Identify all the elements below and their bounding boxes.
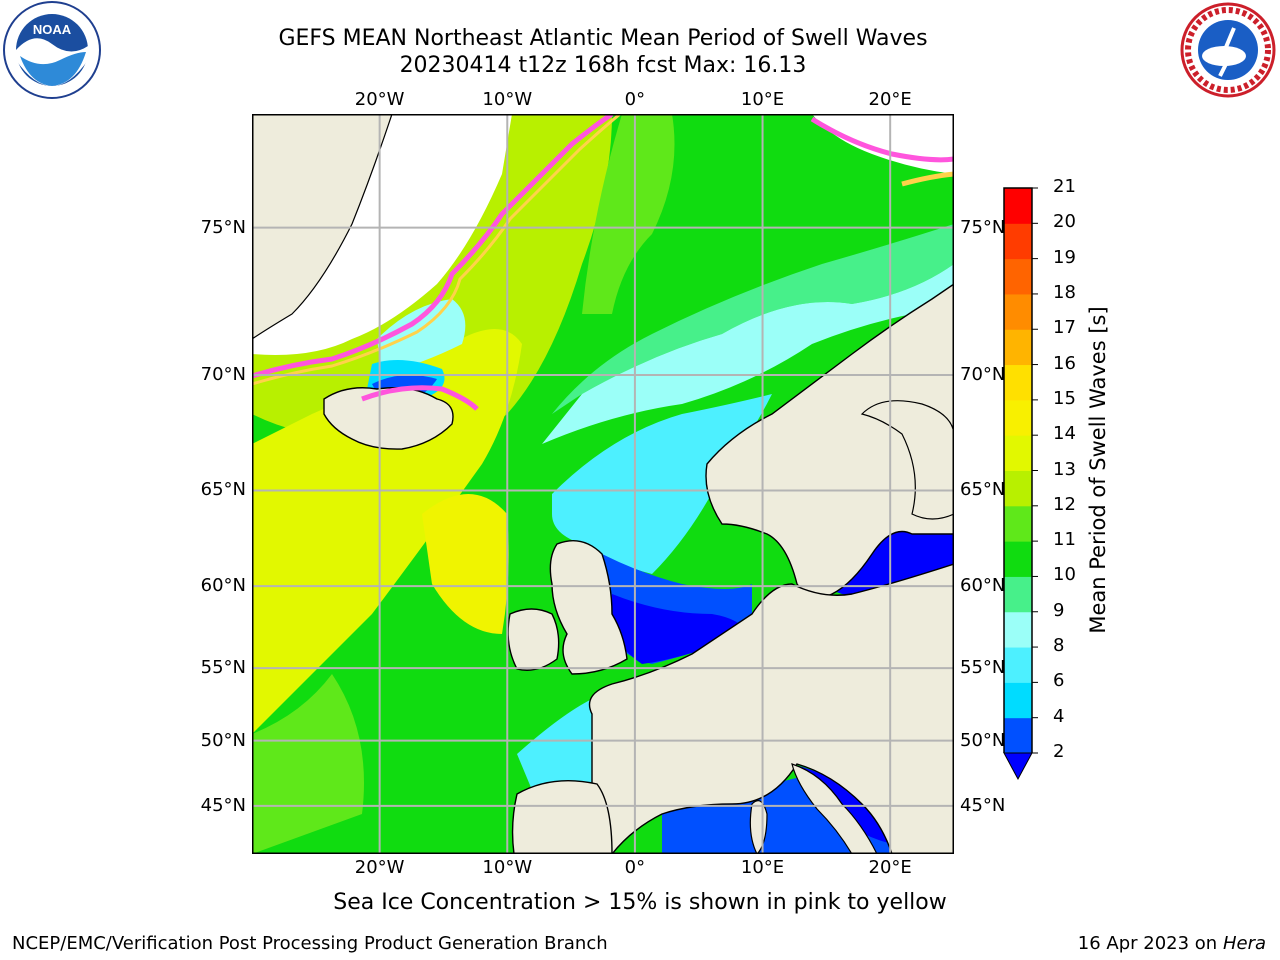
swell-band-11s-north [582,114,675,314]
colorbar-tick-label: 11 [1053,529,1076,551]
national-weather-service-logo [1178,0,1278,100]
axis-tick-label: 0° [624,89,646,110]
sea-ice-edge-iceland [361,385,479,411]
axis-tick-label: 10°E [740,857,785,878]
ireland-land [507,608,560,671]
continental-europe-land [588,563,954,854]
colorbar-tick-label: 17 [1053,317,1076,339]
colorbar-tick-label: 2 [1053,741,1065,762]
forecast-subtitle: 20230414 t12z 168h fcst Max: 16.13 [399,53,807,78]
axis-tick-label: 20°E [868,89,912,110]
colorbar-segment [1004,399,1032,436]
colorbar-segment [1004,717,1032,754]
sea-ice-edge-greenland [252,114,614,379]
colorbar-tick-label: 6 [1053,670,1065,692]
colorbar-segment [1004,364,1032,401]
colorbar-segment [1004,258,1032,295]
axis-tick-label: 45°N [960,794,1006,816]
swell-band-13s [252,329,522,734]
scandinavia-land [705,283,954,598]
axis-tick-label: 10°W [482,857,533,878]
colorbar-label: Mean Period of Swell Waves [s] [1086,306,1110,634]
colorbar-segment [1004,505,1032,542]
colorbar-tick-label: 14 [1053,423,1076,445]
axis-tick-label: 65°N [960,479,1006,501]
axis-tick-label: 70°N [200,363,246,385]
colorbar-segment [1004,223,1032,260]
colorbar-tick-label: 9 [1053,599,1065,621]
footer-host: Hera [1222,933,1266,954]
axis-tick-label: 55°N [960,657,1006,679]
swell-period-map [252,114,954,854]
greenland-land [252,114,393,340]
swell-band-8s [542,264,954,444]
swell-band-8s-iceland [377,299,466,374]
axis-tick-label: 65°N [200,479,246,501]
colorbar-segment [1004,188,1032,224]
axis-tick-label: 60°N [960,575,1006,597]
colorbar-segment [1004,611,1032,648]
axis-tick-label: 70°N [960,363,1006,385]
colorbar-tick-label: 13 [1053,458,1076,480]
footer-branch: NCEP/EMC/Verification Post Processing Pr… [12,933,608,954]
axis-tick-label: 55°N [200,657,246,679]
axis-tick-label: 50°N [960,729,1006,751]
colorbar-segment [1004,435,1032,471]
swell-band-6s [552,394,772,574]
colorbar-tick-label: 12 [1053,493,1076,515]
noaa-logo: NOAA [0,0,104,104]
colorbar-segment [1004,541,1032,577]
axis-tick-label: 50°N [200,729,246,751]
axis-tick-label: 10°W [482,89,533,110]
colorbar-tick-label: 21 [1053,176,1076,197]
colorbar-segment [1004,470,1032,507]
colorbar-tick-label: 18 [1053,281,1076,303]
iberia-land [511,780,613,854]
colorbar [1000,186,1040,786]
axis-tick-label: 10°E [740,89,785,110]
footer-date-text: 16 Apr 2023 on [1077,933,1223,954]
colorbar-segment [1004,647,1032,683]
colorbar-segment [1004,329,1032,366]
sea-ice-footnote: Sea Ice Concentration > 15% is shown in … [333,890,947,915]
colorbar-tick-label: 16 [1053,352,1076,374]
axis-tick-label: 60°N [200,575,246,597]
map-title: GEFS MEAN Northeast Atlantic Mean Period… [278,26,928,51]
colorbar-tick-label: 20 [1053,211,1076,233]
italy-land [791,763,878,854]
map-graticule [252,114,954,854]
finland-sweden-land [860,400,954,520]
colorbar-tick-label: 8 [1053,635,1065,657]
iceland-land [323,387,454,450]
colorbar-tick-label: 19 [1053,246,1076,268]
colorbar-segment [1004,293,1032,330]
swell-band-11s [252,674,364,854]
swell-band-9s [552,224,954,414]
swell-band-14s [422,494,509,634]
axis-tick-label: 75°N [200,216,246,238]
sea-ice-edge-barents [901,171,954,187]
axis-tick-label: 20°W [354,857,405,878]
axis-tick-label: 20°W [354,89,405,110]
colorbar-tick-label: 15 [1053,387,1076,409]
sea-ice-edge-svalbard [810,116,954,163]
axis-tick-label: 0° [624,857,646,878]
axis-tick-label: 20°E [868,857,912,878]
colorbar-tick-label: 10 [1053,564,1076,586]
colorbar-segment [1004,576,1032,613]
footer-date: 16 Apr 2023 on Hera [1078,933,1266,954]
great-britain-land [549,540,628,675]
sea-ice-edge-greenland-yellow [252,114,621,386]
colorbar-tick-label: 4 [1053,705,1065,727]
colorbar-under-extension [1003,752,1033,781]
noaa-logo-text: NOAA [33,22,72,37]
colorbar-segment [1004,682,1032,719]
axis-tick-label: 75°N [960,216,1006,238]
axis-tick-label: 45°N [200,794,246,816]
map-border [252,114,954,854]
